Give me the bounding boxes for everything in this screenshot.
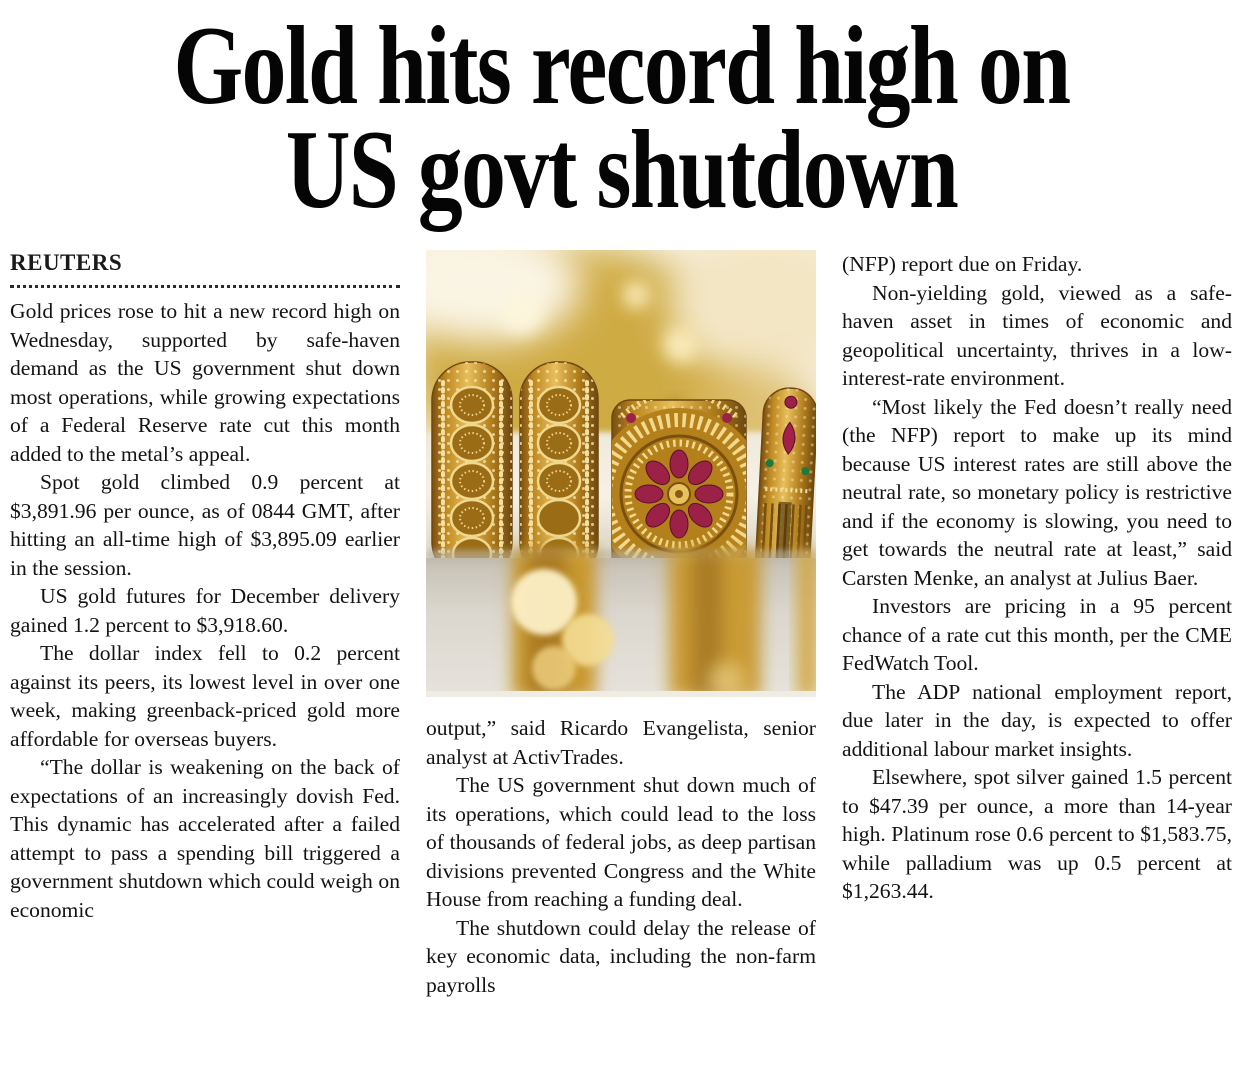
article-paragraph: “The dollar is weakening on the back of … xyxy=(10,755,400,922)
bangle-1 xyxy=(431,361,513,581)
article-paragraph: The US government shut down much of its … xyxy=(426,773,816,911)
article-body: REUTERS Gold prices rose to hit a new re… xyxy=(0,232,1243,999)
bangle-2 xyxy=(519,361,599,581)
article-paragraph: Non-yielding gold, viewed as a safe-have… xyxy=(842,280,1232,391)
byline: REUTERS xyxy=(10,250,123,275)
article-paragraph: Gold prices rose to hit a new record hig… xyxy=(10,299,400,466)
article-paragraph: “Most likely the Fed doesn’t really need… xyxy=(842,394,1232,590)
article-paragraph: (NFP) report due on Friday. xyxy=(842,252,1083,276)
gold-bangles-photo xyxy=(426,250,816,697)
headline-line-1: Gold hits record high on xyxy=(173,4,1072,128)
article-paragraph: Investors are pricing in a 95 percent ch… xyxy=(842,594,1232,675)
column-right: (NFP) report due on Friday. Non-yielding … xyxy=(842,250,1232,999)
article-paragraph: Spot gold climbed 0.9 percent at $3,891.… xyxy=(10,470,400,580)
headline-line-2: US govt shutdown xyxy=(285,108,959,232)
article-paragraph: The shutdown could delay the release of … xyxy=(426,915,816,997)
column-right-paragraphs: (NFP) report due on Friday. Non-yielding … xyxy=(842,250,1232,906)
bangle-3 xyxy=(611,399,747,589)
article-paragraph: output,” said Ricardo Evangelista, senio… xyxy=(426,716,816,769)
column-middle: output,” said Ricardo Evangelista, senio… xyxy=(426,250,816,999)
column-left: REUTERS Gold prices rose to hit a new re… xyxy=(10,250,400,999)
column-middle-paragraphs: output,” said Ricardo Evangelista, senio… xyxy=(426,714,816,999)
gold-bangles-photo-illustration xyxy=(426,250,816,697)
article-headline: Gold hits record high on US govt shutdow… xyxy=(124,0,1118,232)
photo-foreground-bokeh xyxy=(426,550,816,697)
article-paragraph: The dollar index fell to 0.2 percent aga… xyxy=(10,641,400,751)
article-paragraph: The ADP national employment report, due … xyxy=(842,679,1232,761)
article-paragraph: US gold futures for December delivery ga… xyxy=(10,584,400,637)
column-left-paragraphs: Gold prices rose to hit a new record hig… xyxy=(10,297,400,924)
byline-dotted-rule xyxy=(10,276,400,288)
article-paragraph: Elsewhere, spot silver gained 1.5 percen… xyxy=(842,765,1232,903)
